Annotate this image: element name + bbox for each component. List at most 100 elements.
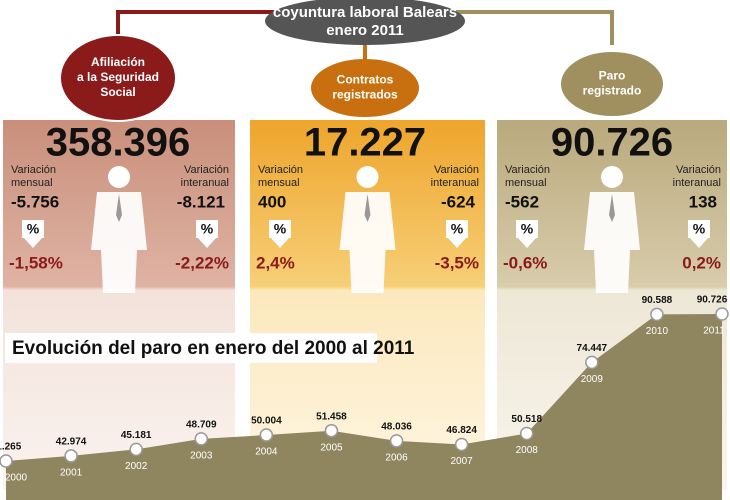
chart: 41.265 2000 42.974 2001 45.181 2002 48.709 2003… <box>0 295 729 500</box>
x-tick-label: 2007 <box>451 456 474 467</box>
variation-label: Variación <box>434 164 479 176</box>
x-tick-label: 2000 <box>5 473 28 484</box>
point <box>194 432 209 446</box>
figure-head <box>356 166 379 188</box>
panel-label: a la Seguridad <box>77 70 159 84</box>
variation-label: Variación <box>676 164 721 176</box>
x-tick-label: 2010 <box>646 326 669 337</box>
figure-tie <box>116 194 122 222</box>
point <box>0 454 13 468</box>
variation-label: Variación <box>11 164 56 176</box>
panel-label: registrados <box>332 88 398 102</box>
variation-value: -624 <box>441 192 476 211</box>
header-title: enero 2011 <box>326 22 404 39</box>
variation-percent: 0,2% <box>682 253 721 272</box>
value-label: 50.518 <box>511 414 542 425</box>
percent-arrow <box>24 238 42 248</box>
value-label: 41.265 <box>0 442 22 453</box>
x-tick-label: 2009 <box>581 374 604 385</box>
panel-badge <box>59 34 177 122</box>
chart-title-box <box>5 333 377 363</box>
x-tick-label: 2006 <box>385 453 408 464</box>
figure-tie <box>609 194 615 222</box>
chart-title: Evolución del paro en enero del 2000 al … <box>12 338 415 359</box>
variation-value: -562 <box>505 192 539 211</box>
value-label: 42.974 <box>56 437 87 448</box>
figure-head <box>108 166 130 188</box>
percent-box <box>269 220 291 238</box>
point <box>519 426 534 441</box>
x-tick-label: 2001 <box>60 468 83 479</box>
percent-box <box>196 220 218 238</box>
header-oval <box>265 0 465 45</box>
variation-value: 400 <box>258 192 286 211</box>
point <box>454 437 469 452</box>
variation-percent: -1,58% <box>9 253 63 272</box>
area <box>6 314 722 500</box>
variation-percent: -0,6% <box>503 253 547 272</box>
figure-head <box>601 166 623 188</box>
percent-arrow <box>271 238 289 248</box>
panel-total: 90.726 <box>551 121 673 165</box>
header-title: coyuntura laboral Balears <box>273 4 457 21</box>
figure-body <box>339 192 396 293</box>
variation-label: mensual <box>11 177 53 189</box>
variation-percent: 2,4% <box>256 253 295 272</box>
variation-label: Variación <box>505 164 550 176</box>
variation-label: Variación <box>184 164 229 176</box>
point <box>650 307 664 322</box>
x-tick-label: 2002 <box>125 461 148 472</box>
value-label: 48.036 <box>381 422 412 433</box>
percent-arrow <box>518 238 536 248</box>
panel-badge <box>559 50 665 118</box>
percent-icon: % <box>521 221 534 237</box>
variation-value: -8.121 <box>177 192 225 211</box>
percent-icon: % <box>451 221 464 237</box>
point <box>585 355 599 370</box>
percent-box <box>688 220 710 238</box>
panel-label: Social <box>100 85 135 99</box>
figure-body <box>584 192 640 293</box>
x-tick-label: 2011 <box>703 326 725 337</box>
value-label: 48.709 <box>186 420 217 431</box>
variation-label: interanual <box>673 177 721 189</box>
point <box>259 428 274 442</box>
percent-icon: % <box>27 221 40 237</box>
value-label: 74.447 <box>577 343 608 354</box>
variation-label: interanual <box>431 177 479 189</box>
variation-label: mensual <box>258 177 300 189</box>
panel-total: 358.396 <box>46 121 191 165</box>
percent-box <box>446 220 468 238</box>
x-tick-label: 2004 <box>255 447 278 458</box>
percent-icon: % <box>693 221 706 237</box>
value-label: 90.726 <box>697 295 728 306</box>
variation-percent: -3,5% <box>435 253 479 272</box>
percent-arrow <box>198 238 216 248</box>
percent-box <box>22 220 44 238</box>
point <box>389 434 404 448</box>
panel-label: Contratos <box>337 73 394 87</box>
point <box>64 449 78 463</box>
connector <box>116 10 300 34</box>
percent-box <box>516 220 538 238</box>
panel-label: Afiliación <box>91 55 145 69</box>
percent-arrow <box>690 238 708 248</box>
value-label: 45.181 <box>121 430 152 441</box>
point <box>129 442 143 457</box>
variation-value: 138 <box>689 192 717 211</box>
value-label: 51.458 <box>316 411 347 422</box>
point <box>715 307 729 321</box>
variation-value: -5.756 <box>11 192 59 211</box>
panel-label: Paro <box>599 69 626 83</box>
value-label: 46.824 <box>446 425 477 436</box>
percent-icon: % <box>274 221 287 237</box>
x-tick-label: 2003 <box>190 451 213 462</box>
variation-label: interanual <box>181 177 229 189</box>
panel-label: registrado <box>583 84 642 98</box>
percent-icon: % <box>201 221 214 237</box>
point <box>324 423 339 438</box>
variation-label: mensual <box>505 177 547 189</box>
value-label: 50.004 <box>251 416 282 427</box>
variation-percent: -2,22% <box>175 253 229 272</box>
